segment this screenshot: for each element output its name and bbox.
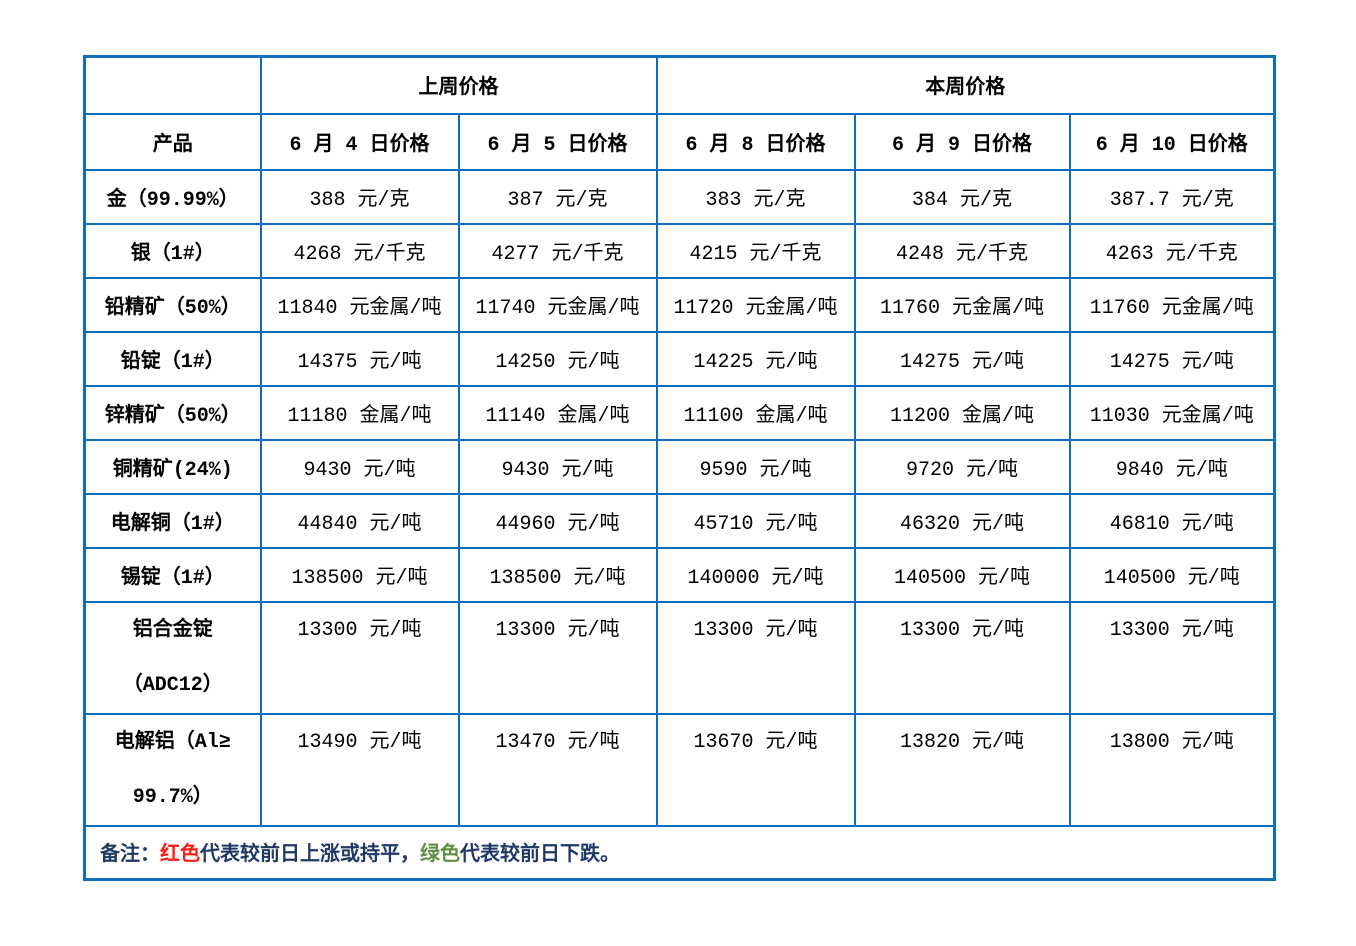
price-table-body: 金（99.99%） 388 元/克 387 元/克 383 元/克 384 元/克 387… <box>83 168 1276 827</box>
price-cell: 4248 元/千克 <box>853 222 1071 279</box>
last-week-header: 上周价格 <box>259 55 658 115</box>
table-row: 银（1#） 4268 元/千克 4277 元/千克 4215 元/千克 4248 元/千… <box>83 222 1276 279</box>
product-cell: 电解铜（1#） <box>83 492 262 549</box>
price-cell: 388 元/克 <box>259 168 460 225</box>
date-header-jun9: 6 月 9 日价格 <box>853 112 1071 171</box>
price-cell: 9720 元/吨 <box>853 438 1071 495</box>
note-segment: 备注： <box>100 844 160 868</box>
price-cell: 11760 元金属/吨 <box>1068 276 1276 333</box>
metal-price-table: 上周价格 本周价格 产品 6 月 4 日价格 6 月 5 日价格 6 月 8 日… <box>83 55 1276 881</box>
price-cell: 13300 元/吨 <box>655 600 856 715</box>
price-cell: 13490 元/吨 <box>259 712 460 827</box>
price-cell: 4268 元/千克 <box>259 222 460 279</box>
product-cell: 锡锭（1#） <box>83 546 262 603</box>
product-cell: 铅精矿（50%） <box>83 276 262 333</box>
price-cell: 11030 元金属/吨 <box>1068 384 1276 441</box>
price-cell: 46320 元/吨 <box>853 492 1071 549</box>
price-cell: 45710 元/吨 <box>655 492 856 549</box>
note-segment: 红色 <box>160 844 200 868</box>
this-week-header: 本周价格 <box>655 55 1276 115</box>
product-cell: 银（1#） <box>83 222 262 279</box>
table-row: 铅锭（1#） 14375 元/吨 14250 元/吨 14225 元/吨 14275 元… <box>83 330 1276 387</box>
date-header-jun10: 6 月 10 日价格 <box>1068 112 1276 171</box>
price-cell: 11200 金属/吨 <box>853 384 1071 441</box>
price-cell: 387.7 元/克 <box>1068 168 1276 225</box>
price-cell: 46810 元/吨 <box>1068 492 1276 549</box>
price-cell: 4215 元/千克 <box>655 222 856 279</box>
date-header-jun5: 6 月 5 日价格 <box>457 112 658 171</box>
product-cell: 铜精矿(24%) <box>83 438 262 495</box>
price-cell: 9840 元/吨 <box>1068 438 1276 495</box>
price-cell: 387 元/克 <box>457 168 658 225</box>
price-cell: 13820 元/吨 <box>853 712 1071 827</box>
date-header-jun4: 6 月 4 日价格 <box>259 112 460 171</box>
price-cell: 9430 元/吨 <box>457 438 658 495</box>
table-row: 金（99.99%） 388 元/克 387 元/克 383 元/克 384 元/克 387… <box>83 168 1276 225</box>
price-cell: 4277 元/千克 <box>457 222 658 279</box>
price-cell: 14250 元/吨 <box>457 330 658 387</box>
table-row: 铅精矿（50%） 11840 元金属/吨 11740 元金属/吨 11720 元金属/… <box>83 276 1276 333</box>
price-cell: 11760 元金属/吨 <box>853 276 1071 333</box>
price-cell: 9590 元/吨 <box>655 438 856 495</box>
price-cell: 13800 元/吨 <box>1068 712 1276 827</box>
price-cell: 13300 元/吨 <box>853 600 1071 715</box>
price-cell: 383 元/克 <box>655 168 856 225</box>
table-row: 电解铜（1#） 44840 元/吨 44960 元/吨 45710 元/吨 46320 … <box>83 492 1276 549</box>
price-cell: 44960 元/吨 <box>457 492 658 549</box>
price-cell: 11180 金属/吨 <box>259 384 460 441</box>
price-cell: 140500 元/吨 <box>1068 546 1276 603</box>
price-cell: 11100 金属/吨 <box>655 384 856 441</box>
price-cell: 13300 元/吨 <box>1068 600 1276 715</box>
price-cell: 14275 元/吨 <box>853 330 1071 387</box>
price-cell: 14275 元/吨 <box>1068 330 1276 387</box>
product-cell: 电解铝（Al≥ 99.7%） <box>83 712 262 827</box>
price-cell: 138500 元/吨 <box>457 546 658 603</box>
date-header-jun8: 6 月 8 日价格 <box>655 112 856 171</box>
price-cell: 138500 元/吨 <box>259 546 460 603</box>
empty-corner-cell <box>83 55 262 115</box>
price-cell: 14375 元/吨 <box>259 330 460 387</box>
price-cell: 140000 元/吨 <box>655 546 856 603</box>
note-segment: 代表较前日上涨或持平， <box>200 844 420 868</box>
note-cell: 备注：红色代表较前日上涨或持平，绿色代表较前日下跌。 <box>83 824 1276 881</box>
table-row: 锡锭（1#） 138500 元/吨 138500 元/吨 140000 元/吨 1405… <box>83 546 1276 603</box>
price-cell: 44840 元/吨 <box>259 492 460 549</box>
week-header-row: 上周价格 本周价格 <box>83 55 1276 115</box>
price-cell: 13470 元/吨 <box>457 712 658 827</box>
price-cell: 13670 元/吨 <box>655 712 856 827</box>
table-row: 锌精矿（50%） 11180 金属/吨 11140 金属/吨 11100 金属/吨 11… <box>83 384 1276 441</box>
price-cell: 11140 金属/吨 <box>457 384 658 441</box>
note-segment: 代表较前日下跌。 <box>460 844 620 868</box>
product-cell: 铅锭（1#） <box>83 330 262 387</box>
price-cell: 13300 元/吨 <box>457 600 658 715</box>
price-cell: 9430 元/吨 <box>259 438 460 495</box>
note-row: 备注：红色代表较前日上涨或持平，绿色代表较前日下跌。 <box>83 824 1276 881</box>
price-cell: 11840 元金属/吨 <box>259 276 460 333</box>
product-cell: 锌精矿（50%） <box>83 384 262 441</box>
price-cell: 13300 元/吨 <box>259 600 460 715</box>
table-row: 铝合金锭 （ADC12） 13300 元/吨 13300 元/吨 13300 元/吨 13… <box>83 600 1276 715</box>
table-row: 电解铝（Al≥ 99.7%） 13490 元/吨 13470 元/吨 13670 元/吨… <box>83 712 1276 827</box>
price-cell: 11720 元金属/吨 <box>655 276 856 333</box>
price-cell: 14225 元/吨 <box>655 330 856 387</box>
product-column-header: 产品 <box>83 112 262 171</box>
note-segment: 绿色 <box>420 844 460 868</box>
price-cell: 11740 元金属/吨 <box>457 276 658 333</box>
price-cell: 4263 元/千克 <box>1068 222 1276 279</box>
price-cell: 140500 元/吨 <box>853 546 1071 603</box>
price-cell: 384 元/克 <box>853 168 1071 225</box>
product-cell: 铝合金锭 （ADC12） <box>83 600 262 715</box>
date-header-row: 产品 6 月 4 日价格 6 月 5 日价格 6 月 8 日价格 6 月 9 日… <box>83 112 1276 171</box>
table-row: 铜精矿(24%) 9430 元/吨 9430 元/吨 9590 元/吨 9720 元/吨… <box>83 438 1276 495</box>
product-cell: 金（99.99%） <box>83 168 262 225</box>
